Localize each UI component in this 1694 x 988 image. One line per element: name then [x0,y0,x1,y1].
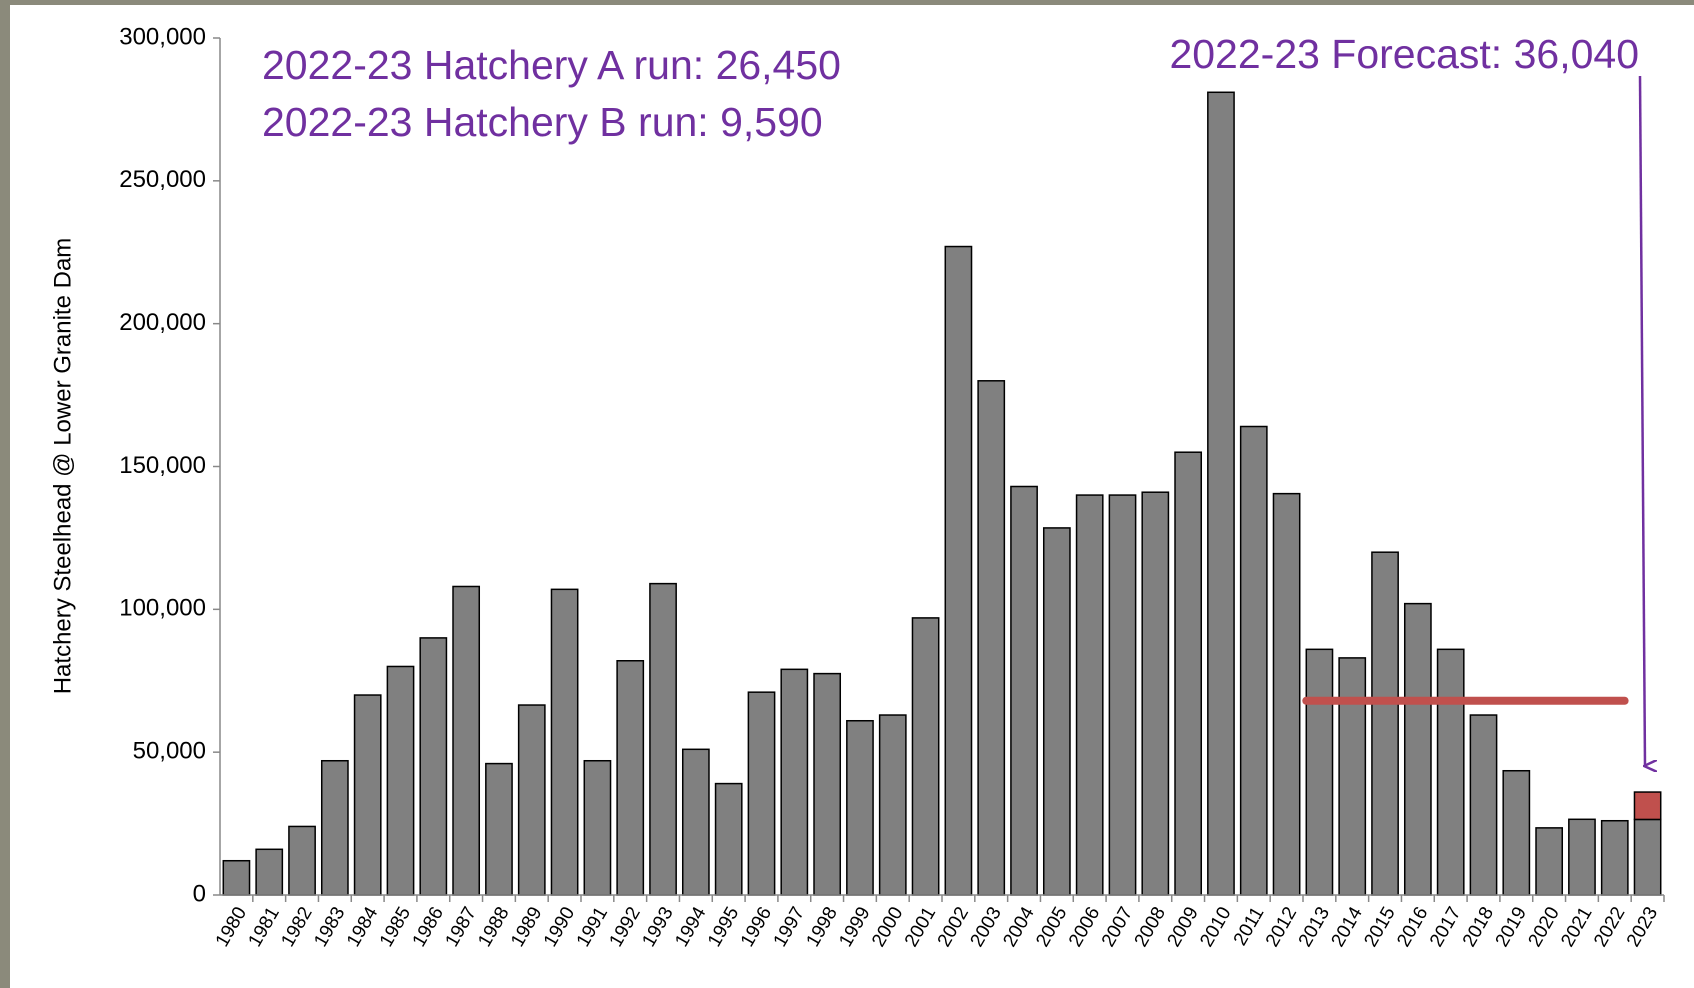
bar [681,748,710,896]
bar [1010,485,1038,896]
bar [386,665,415,896]
bar [1436,648,1465,896]
bar [1305,648,1334,896]
bar [1633,818,1662,896]
bar [353,694,382,896]
bar [714,782,743,896]
bar [419,637,448,896]
bar [649,582,677,896]
bar [911,617,940,896]
bar [1174,451,1203,896]
bar [1108,494,1137,896]
y-tick-label: 50,000 [133,738,206,765]
y-tick-label: 200,000 [119,309,206,336]
bar [1239,425,1268,896]
bar [1207,91,1235,896]
bar [944,245,973,896]
bar [747,691,776,896]
bar [1338,657,1367,896]
bar [1600,819,1629,896]
bar [813,672,842,896]
bar [1371,551,1399,896]
bar [1535,827,1564,896]
y-axis-title: Hatchery Steelhead @ Lower Granite Dam [49,238,76,695]
y-tick-label: 150,000 [119,452,206,479]
frame-left [0,0,10,988]
bar [1042,527,1071,896]
frame-top [0,0,1694,5]
bar [1502,769,1531,896]
annotation: 2022-23 Forecast: 36,040 [1169,31,1639,77]
bar [550,588,579,896]
forecast-arrow [1638,75,1645,766]
bar [255,848,284,896]
bar [616,660,645,896]
bar [1272,492,1301,896]
bar [878,714,907,896]
bar [1568,818,1596,896]
bar [485,762,513,896]
y-tick-label: 300,000 [119,23,206,50]
bar [977,380,1006,896]
bar [1075,494,1104,896]
bar [1403,602,1432,896]
bar [780,668,809,896]
annotation: 2022-23 Hatchery A run: 26,450 [262,42,841,88]
bar [1469,714,1498,896]
bar [517,704,546,896]
annotation: 2022-23 Hatchery B run: 9,590 [262,99,823,145]
bar [222,859,251,896]
bar [583,759,612,896]
bar [1633,791,1662,821]
bar [320,759,349,896]
bar [288,825,316,896]
y-tick-label: 0 [193,880,206,907]
bar [846,719,874,896]
bar [452,585,481,896]
bar [1141,491,1170,896]
y-tick-label: 250,000 [119,166,206,193]
y-tick-label: 100,000 [119,595,206,622]
